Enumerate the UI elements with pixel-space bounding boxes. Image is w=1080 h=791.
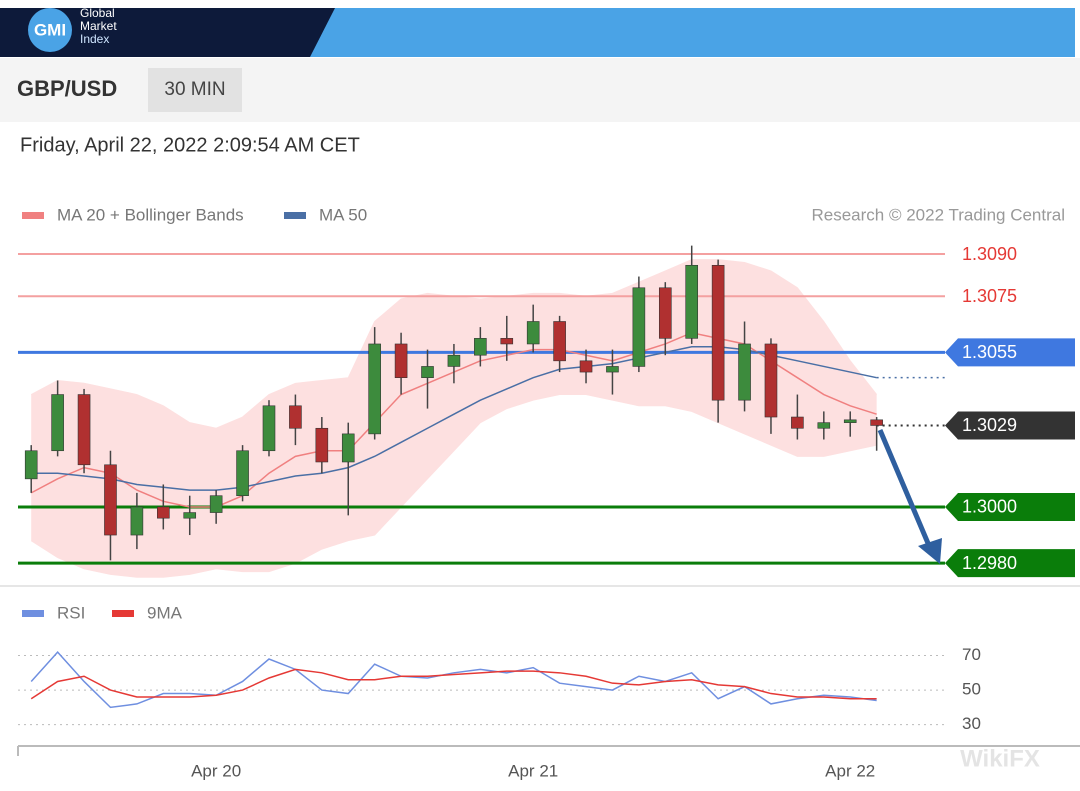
candle-body — [77, 394, 91, 466]
level-label: 1.3029 — [962, 415, 1017, 435]
forecast-arrowhead — [918, 538, 942, 564]
candle-body — [51, 394, 64, 452]
candle-body — [500, 338, 514, 345]
candle-body — [817, 422, 831, 429]
level-tag — [945, 492, 1075, 521]
date: Friday, April 22, 2022 2:09:54 AM CET — [20, 134, 360, 156]
candle-body — [183, 512, 197, 519]
candle-body — [209, 495, 223, 513]
candle-body — [262, 405, 276, 452]
timeframe[interactable]: 30 MIN — [164, 79, 225, 100]
candle-body — [791, 416, 804, 429]
level-tag — [945, 411, 1075, 440]
y-tick-label: 30 — [962, 714, 981, 733]
band-line — [30, 394, 877, 578]
candle-body — [553, 321, 566, 362]
candle-body — [447, 354, 461, 367]
level-label: 1.3000 — [962, 497, 1017, 517]
brand-line: Market — [80, 19, 117, 33]
candle-body — [764, 343, 778, 418]
candle-body — [526, 321, 540, 345]
y-tick-label: 50 — [962, 680, 981, 699]
candle-body — [632, 287, 646, 367]
rsi-line — [30, 668, 877, 700]
legend-swatch — [22, 212, 44, 219]
candle-body — [843, 419, 857, 423]
legend-label: MA 20 + Bollinger Bands — [57, 205, 244, 224]
level-label: 1.3075 — [962, 286, 1017, 306]
candle-body — [130, 506, 144, 536]
x-tick-label: Apr 20 — [191, 761, 241, 780]
candle-body — [394, 343, 408, 378]
candle-body — [368, 343, 381, 435]
candle-body — [104, 464, 117, 536]
candle-body — [685, 264, 699, 339]
legend-label: RSI — [57, 603, 85, 622]
legend-swatch — [112, 610, 134, 617]
candle-body — [711, 264, 725, 401]
candle-body — [236, 450, 249, 497]
candle-body — [658, 287, 672, 339]
ma-line — [31, 346, 877, 491]
level-label: 1.3055 — [962, 342, 1017, 362]
timeframe-button[interactable] — [148, 68, 242, 112]
level-label: 1.3090 — [962, 244, 1017, 264]
legend-label: 9MA — [147, 603, 183, 622]
band-fill — [31, 259, 877, 578]
legend-label: MA 50 — [319, 205, 367, 224]
x-tick-label: Apr 22 — [825, 761, 875, 780]
y-tick-label: 70 — [962, 645, 981, 664]
candle-body — [289, 405, 302, 429]
symbol: GBP/USD — [17, 76, 117, 101]
brand-line: Index — [80, 32, 109, 46]
logo — [28, 8, 72, 52]
forecast-arrow — [877, 429, 933, 549]
legend-swatch — [284, 212, 306, 219]
legend-swatch — [22, 610, 44, 617]
credit: Research © 2022 Trading Central — [812, 205, 1066, 224]
rsi-line — [30, 650, 877, 709]
candle-body — [24, 450, 38, 480]
candle-body — [606, 366, 619, 373]
level-tag — [945, 338, 1075, 367]
candle-body — [341, 433, 355, 463]
level-tag — [945, 549, 1075, 578]
candle-body — [421, 366, 434, 378]
candle-body — [474, 338, 487, 356]
candle-body — [579, 360, 593, 373]
logo-text: GMI — [34, 20, 66, 39]
candle-body — [157, 506, 170, 519]
header-brand-bg — [0, 8, 335, 57]
candle-body — [870, 419, 883, 426]
candle-body — [315, 427, 329, 463]
plot: 1.3090 1.3075 1.3055 1.3029 1.3000 1.2980 MA 2… — [18, 205, 1075, 780]
watermark: WikiFX — [960, 745, 1040, 772]
level-label: 1.2980 — [962, 553, 1017, 573]
brand-line: Global — [80, 6, 115, 20]
x-tick-label: Apr 21 — [508, 761, 558, 780]
candle-body — [738, 343, 751, 401]
